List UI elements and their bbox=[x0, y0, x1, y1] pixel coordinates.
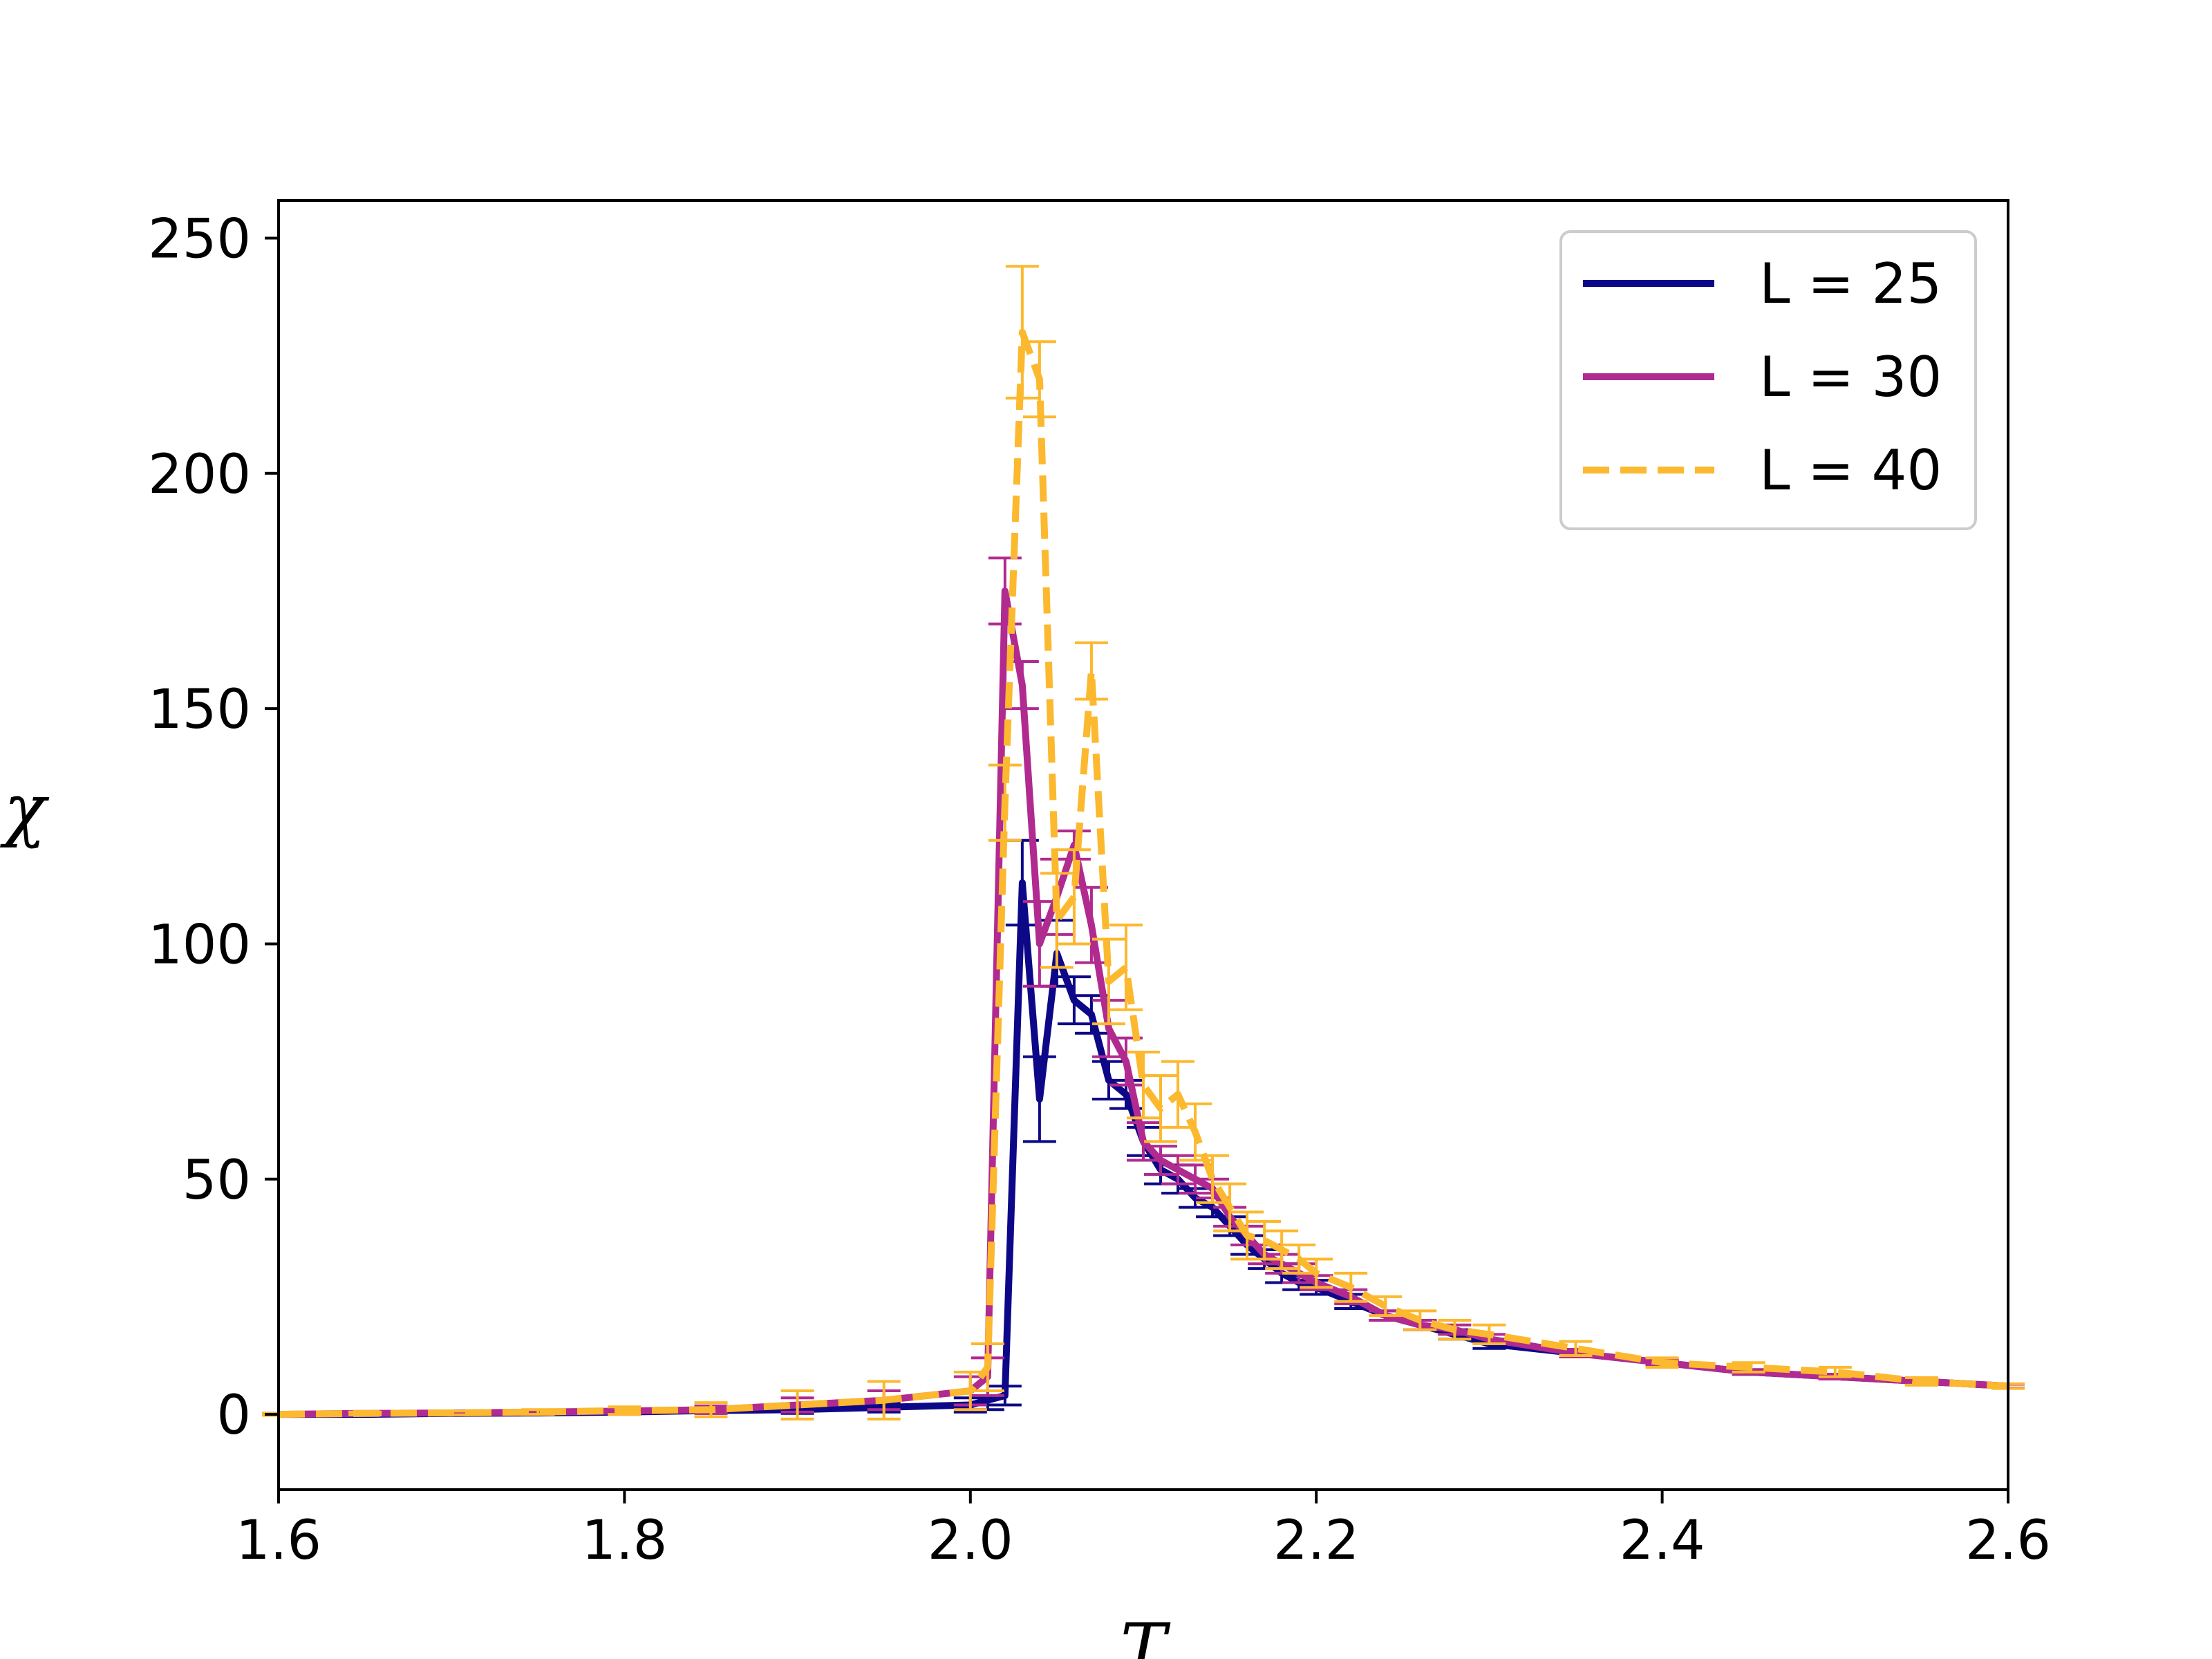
x-axis-label: T bbox=[1121, 1609, 1171, 1659]
y-axis-label: χ bbox=[0, 769, 50, 850]
plot-frame bbox=[277, 199, 2009, 1491]
legend: L = 25 L = 30 L = 40 bbox=[1559, 230, 1977, 530]
legend-entries: L = 25 L = 30 L = 40 bbox=[1583, 252, 1942, 503]
tick-layer: 1.6 1.8 2.0 2.2 2.4 2.6 0 50 100 150 200 250 bbox=[148, 208, 2051, 1572]
x-tick-label: 1.8 bbox=[581, 1510, 667, 1572]
legend-label: L = 40 bbox=[1759, 438, 1942, 503]
x-tick-label: 2.0 bbox=[928, 1510, 1013, 1572]
x-tick-label: 2.4 bbox=[1620, 1510, 1705, 1572]
y-tick-label: 200 bbox=[148, 444, 251, 506]
y-tick-label: 250 bbox=[148, 208, 251, 270]
y-tick-label: 150 bbox=[148, 679, 251, 741]
x-tick-label: 2.2 bbox=[1273, 1510, 1359, 1572]
legend-label: L = 25 bbox=[1759, 252, 1942, 316]
y-tick-label: 100 bbox=[148, 914, 251, 976]
y-tick-label: 50 bbox=[182, 1150, 251, 1212]
x-tick-label: 2.6 bbox=[1965, 1510, 2051, 1572]
series-line bbox=[278, 328, 2009, 1418]
legend-label: L = 30 bbox=[1759, 345, 1942, 409]
legend-box bbox=[1559, 230, 1977, 530]
series-layer bbox=[262, 265, 2025, 1421]
y-tick-label: 0 bbox=[216, 1385, 251, 1447]
series-2 bbox=[262, 265, 2025, 1421]
x-tick-label: 1.6 bbox=[236, 1510, 321, 1572]
